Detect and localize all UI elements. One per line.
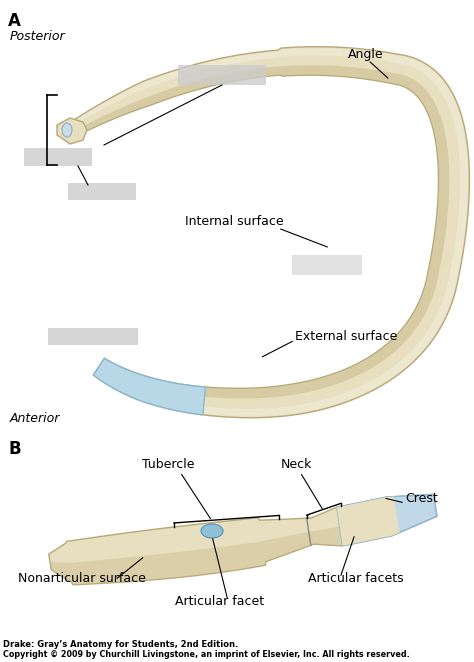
Text: Neck: Neck — [280, 458, 312, 471]
Polygon shape — [50, 505, 437, 585]
Text: Posterior: Posterior — [10, 30, 65, 43]
Polygon shape — [93, 358, 206, 415]
Text: External surface: External surface — [295, 330, 397, 343]
FancyBboxPatch shape — [68, 183, 136, 200]
Text: Tubercle: Tubercle — [142, 458, 194, 471]
Ellipse shape — [201, 524, 223, 538]
Ellipse shape — [62, 123, 72, 137]
Polygon shape — [71, 47, 469, 418]
FancyBboxPatch shape — [178, 65, 266, 85]
Polygon shape — [337, 495, 437, 545]
Polygon shape — [75, 66, 449, 399]
Text: A: A — [8, 12, 21, 30]
Text: Crest: Crest — [405, 491, 438, 504]
Text: Articular facet: Articular facet — [175, 595, 264, 608]
Text: Nonarticular surface: Nonarticular surface — [18, 572, 146, 585]
Text: Anterior: Anterior — [10, 412, 60, 425]
Polygon shape — [337, 496, 400, 545]
Text: Angle: Angle — [348, 48, 383, 61]
FancyBboxPatch shape — [24, 148, 92, 166]
Polygon shape — [49, 495, 437, 585]
Polygon shape — [71, 48, 468, 416]
Text: Drake: Gray’s Anatomy for Students, 2nd Edition.: Drake: Gray’s Anatomy for Students, 2nd … — [3, 640, 238, 649]
Polygon shape — [57, 118, 87, 144]
FancyBboxPatch shape — [292, 255, 362, 275]
FancyBboxPatch shape — [48, 328, 138, 345]
Text: B: B — [8, 440, 21, 458]
Text: Articular facets: Articular facets — [308, 572, 404, 585]
Text: Copyright © 2009 by Churchill Livingstone, an imprint of Elsevier, Inc. All righ: Copyright © 2009 by Churchill Livingston… — [3, 650, 410, 659]
Text: Internal surface: Internal surface — [185, 215, 283, 228]
